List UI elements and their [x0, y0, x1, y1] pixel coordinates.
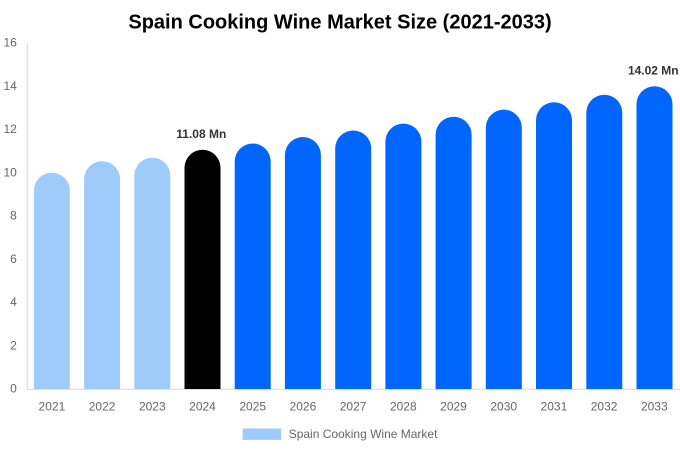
svg-text:2021: 2021	[39, 400, 66, 414]
svg-text:10: 10	[3, 166, 17, 180]
svg-text:6: 6	[10, 252, 17, 266]
svg-text:2032: 2032	[591, 400, 618, 414]
svg-text:4: 4	[10, 295, 17, 309]
svg-text:14: 14	[3, 79, 17, 93]
svg-text:Spain Cooking Wine Market: Spain Cooking Wine Market	[289, 427, 438, 441]
svg-text:0: 0	[10, 382, 17, 396]
svg-text:16: 16	[3, 36, 17, 50]
svg-text:2024: 2024	[189, 400, 216, 414]
svg-text:2027: 2027	[340, 400, 367, 414]
svg-text:2033: 2033	[641, 400, 668, 414]
svg-text:12: 12	[3, 122, 17, 136]
svg-text:2: 2	[10, 339, 17, 353]
svg-text:2028: 2028	[390, 400, 417, 414]
svg-text:2023: 2023	[139, 400, 166, 414]
svg-text:2025: 2025	[239, 400, 266, 414]
svg-text:14.02 Mn: 14.02 Mn	[628, 63, 679, 77]
svg-text:2029: 2029	[440, 400, 467, 414]
svg-text:8: 8	[10, 209, 17, 223]
svg-text:2026: 2026	[290, 400, 317, 414]
svg-text:2030: 2030	[490, 400, 517, 414]
svg-text:2022: 2022	[89, 400, 116, 414]
svg-text:2031: 2031	[541, 400, 568, 414]
svg-text:11.08 Mn: 11.08 Mn	[176, 127, 226, 141]
svg-text:Spain Cooking Wine Market Size: Spain Cooking Wine Market Size (2021-203…	[128, 11, 551, 33]
